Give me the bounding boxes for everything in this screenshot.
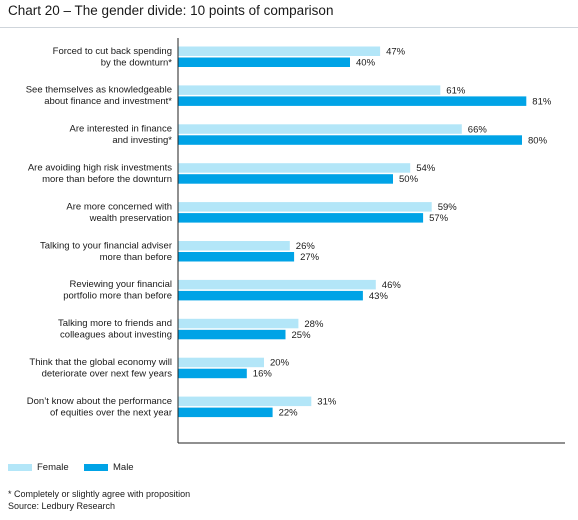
data-label-male: 25% xyxy=(292,330,312,341)
data-label-female: 31% xyxy=(317,397,337,408)
data-label-female: 61% xyxy=(446,85,466,96)
source-note: Source: Ledbury Research xyxy=(8,501,116,511)
bar-male xyxy=(178,290,363,301)
data-label-female: 54% xyxy=(416,163,436,174)
legend-label-male: Male xyxy=(113,462,134,473)
data-label-male: 57% xyxy=(429,213,449,224)
legend-item-female: Female xyxy=(8,462,69,473)
bar-female xyxy=(178,202,432,212)
legend-swatch-male xyxy=(84,464,108,471)
data-label-male: 22% xyxy=(279,408,299,419)
category-label: Don’t know about the performance of equit… xyxy=(27,396,172,419)
bar-female xyxy=(178,163,411,173)
bar-male xyxy=(178,368,247,379)
legend-swatch-female xyxy=(8,464,32,471)
data-label-male: 80% xyxy=(528,135,548,146)
footnote: * Completely or slightly agree with prop… xyxy=(8,489,191,499)
data-label-female: 46% xyxy=(382,280,402,291)
category-label: Are more concerned with wealth preservati… xyxy=(66,201,172,224)
data-label-female: 47% xyxy=(386,47,406,58)
bar-male xyxy=(178,252,295,262)
category-label: Forced to cut back spending by the downtu… xyxy=(53,46,173,69)
bar-female xyxy=(178,396,312,407)
bar-male xyxy=(178,57,350,67)
category-label: See themselves as knowledgeable about fin… xyxy=(26,85,173,108)
data-label-female: 28% xyxy=(304,319,324,330)
category-label: Are interested in finance and investing* xyxy=(70,124,173,147)
data-label-male: 27% xyxy=(300,252,320,263)
bar-male xyxy=(178,135,522,145)
bar-female xyxy=(178,85,441,95)
data-label-female: 59% xyxy=(438,202,458,213)
bar-male xyxy=(178,174,393,184)
bar-female xyxy=(178,46,381,56)
category-label: Talking to your financial adviser more th… xyxy=(40,240,172,263)
data-label-male: 16% xyxy=(253,369,273,380)
category-label: Are avoiding high risk investments more t… xyxy=(28,162,172,185)
chart-title: Chart 20 – The gender divide: 10 points … xyxy=(8,3,334,18)
bar-male xyxy=(178,407,273,418)
legend-item-male: Male xyxy=(84,462,134,473)
category-label: Reviewing your financial portfolio more t… xyxy=(63,279,172,302)
data-label-male: 43% xyxy=(369,291,389,302)
bar-female xyxy=(178,124,462,134)
category-label: Talking more to friends and colleagues ab… xyxy=(58,318,172,341)
bar-female xyxy=(178,279,376,290)
data-label-male: 50% xyxy=(399,174,419,185)
bar-male xyxy=(178,213,424,223)
bar-male xyxy=(178,96,527,106)
data-label-male: 81% xyxy=(532,96,552,107)
category-label: Think that the global economy will deteri… xyxy=(29,357,172,380)
bar-female xyxy=(178,357,264,368)
bar-female xyxy=(178,241,290,251)
data-label-female: 26% xyxy=(296,241,316,252)
title-divider xyxy=(0,27,578,28)
data-label-female: 66% xyxy=(468,124,488,135)
data-label-male: 40% xyxy=(356,58,376,69)
bar-chart: Forced to cut back spending by the downtu… xyxy=(26,38,565,444)
bar-female xyxy=(178,318,299,329)
legend-label-female: Female xyxy=(37,462,69,473)
bar-male xyxy=(178,329,286,340)
data-label-female: 20% xyxy=(270,358,290,369)
